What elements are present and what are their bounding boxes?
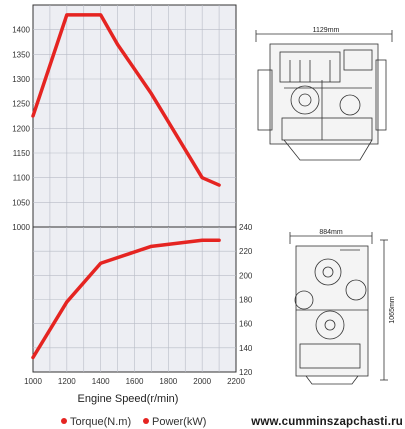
power-ytick-label: 140 xyxy=(239,344,253,353)
watermark: www.cumminszapchasti.ru xyxy=(250,416,403,428)
torque-ytick-label: 1200 xyxy=(12,124,30,133)
side-view-dimension: 1129mm xyxy=(313,27,340,34)
power-ytick-label: 120 xyxy=(239,368,253,377)
power-ytick-label: 240 xyxy=(239,223,253,232)
torque-ytick-label: 1250 xyxy=(12,100,30,109)
x-tick-label: 1800 xyxy=(159,377,177,386)
torque-ytick-label: 1050 xyxy=(12,198,30,207)
power-ytick-label: 180 xyxy=(239,296,253,305)
legend: Torque(N.m) Power(kW) xyxy=(61,416,206,428)
torque-y-axis: 1000 1050 1100 1150 1200 1250 1300 1350 1400 xyxy=(12,26,30,232)
legend-marker-torque xyxy=(61,418,67,424)
x-tick-label: 1400 xyxy=(92,377,110,386)
torque-panel: 1000 1050 1100 1150 1200 1250 1300 1350 1400 xyxy=(12,4,237,232)
torque-ytick-label: 1150 xyxy=(13,149,31,158)
legend-label-power: Power(kW) xyxy=(152,416,206,428)
power-panel: 120 140 160 180 200 220 240 1000 1200 1400 1600 18… xyxy=(24,223,253,386)
torque-ytick-label: 1350 xyxy=(12,50,30,59)
power-series-line xyxy=(31,238,221,360)
torque-ytick-label: 1100 xyxy=(13,174,31,183)
engine-side-view-drawing xyxy=(255,30,393,161)
legend-marker-power xyxy=(143,418,149,424)
torque-series-line xyxy=(31,13,221,187)
x-tick-label: 2000 xyxy=(193,377,211,386)
x-axis-label: Engine Speed(r/min) xyxy=(78,393,179,405)
x-tick-label: 1000 xyxy=(24,377,42,386)
power-y-axis: 120 140 160 180 200 220 240 xyxy=(239,223,253,377)
power-ytick-label: 220 xyxy=(239,247,253,256)
front-view-width-dimension: 884mm xyxy=(319,229,343,236)
engine-front-view-drawing xyxy=(289,232,388,385)
torque-ytick-label: 1000 xyxy=(12,223,30,232)
power-x-axis: 1000 1200 1400 1600 1800 2000 2200 xyxy=(24,377,245,386)
torque-ytick-label: 1300 xyxy=(12,75,30,84)
x-tick-label: 2200 xyxy=(227,377,245,386)
power-ytick-label: 200 xyxy=(239,271,253,280)
x-tick-label: 1200 xyxy=(58,377,76,386)
front-view-height-dimension: 1065mm xyxy=(389,296,396,323)
torque-ytick-label: 1400 xyxy=(12,26,30,35)
x-tick-label: 1600 xyxy=(126,377,144,386)
torque-gridlines xyxy=(33,5,236,227)
legend-label-torque: Torque(N.m) xyxy=(70,416,131,428)
power-ytick-label: 160 xyxy=(239,320,253,329)
